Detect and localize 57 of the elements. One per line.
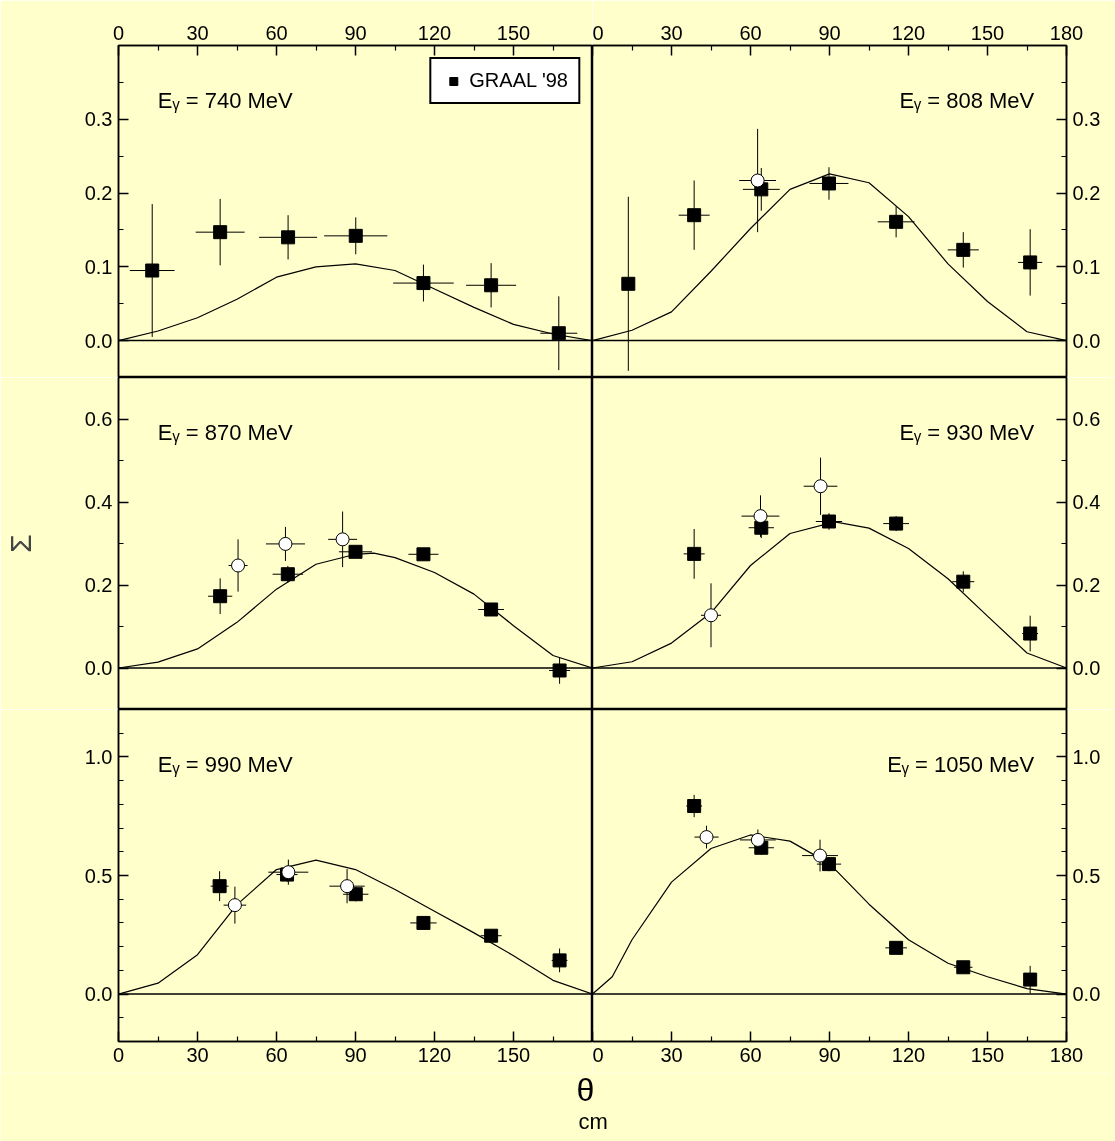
x-tick-label: 90 <box>818 21 841 44</box>
x-tick-label: 180 <box>1049 21 1084 44</box>
x-tick-label: 60 <box>739 1043 762 1066</box>
legend-label: GRAAL '98 <box>469 69 568 92</box>
x-tick-label: 150 <box>970 21 1005 44</box>
y-tick-label: 0.0 <box>1072 983 1101 1006</box>
y-tick-label: 0.3 <box>84 108 113 131</box>
y-tick-label: 0.1 <box>1072 255 1101 278</box>
x-tick-label: 60 <box>265 1043 288 1066</box>
x-tick-label: 30 <box>660 21 683 44</box>
y-tick-label: 0.6 <box>1072 408 1101 430</box>
x-tick-label: 120 <box>417 21 452 44</box>
y-tick-label: 0.0 <box>84 657 113 679</box>
y-tick-label: 0.1 <box>84 255 113 278</box>
annotation: Eᵧ = 1050 MeV <box>887 751 1035 777</box>
y-tick-label: 0.5 <box>84 864 113 887</box>
x-tick-label: 0 <box>592 1043 604 1066</box>
annotation: Eᵧ = 990 MeV <box>157 751 294 777</box>
x-tick-label: 30 <box>186 21 209 44</box>
x-tick-label: 0 <box>112 21 125 44</box>
x-tick-label: 90 <box>344 21 367 44</box>
x-tick-label: 90 <box>818 1043 841 1066</box>
y-tick-label: 0.4 <box>84 491 113 513</box>
annotation: Eᵧ = 808 MeV <box>899 87 1035 113</box>
x-tick-label: 0 <box>112 1043 125 1066</box>
y-tick-label: 0.2 <box>84 182 113 205</box>
y-tick-label: 0.0 <box>1072 329 1101 352</box>
x-tick-label: 120 <box>891 1043 926 1066</box>
y-tick-label: 0.0 <box>1072 657 1101 679</box>
y-tick-label: 0.2 <box>1072 182 1101 205</box>
annotation: Eᵧ = 930 MeV <box>899 419 1035 445</box>
x-tick-label: 90 <box>344 1043 367 1066</box>
y-tick-label: 0.4 <box>1072 491 1101 513</box>
y-tick-label: 0.2 <box>1072 574 1101 596</box>
x-tick-label: 150 <box>496 21 531 44</box>
y-tick-label: 1.0 <box>84 745 113 768</box>
x-tick-label: 30 <box>186 1043 209 1066</box>
y-tick-label: 0.0 <box>84 329 113 352</box>
y-tick-label: 0.3 <box>1072 108 1101 131</box>
y-axis-title: Σ <box>3 534 37 553</box>
x-tick-label: 30 <box>660 1043 683 1066</box>
x-tick-label: 60 <box>739 21 762 44</box>
x-tick-label: 120 <box>417 1043 452 1066</box>
x-tick-label: 60 <box>265 21 288 44</box>
annotation: Eᵧ = 870 MeV <box>157 419 294 445</box>
x-tick-label: 120 <box>891 21 926 44</box>
x-tick-label: 180 <box>1049 1043 1084 1066</box>
x-tick-label: 150 <box>496 1043 531 1066</box>
y-tick-label: 0.0 <box>84 983 113 1006</box>
x-tick-label: 150 <box>970 1043 1005 1066</box>
y-tick-label: 0.2 <box>84 574 113 596</box>
y-tick-label: 0.5 <box>1072 864 1101 887</box>
x-axis-title: θcm <box>576 1071 608 1134</box>
y-tick-label: 0.6 <box>84 408 113 430</box>
annotation: Eᵧ = 740 MeV <box>157 87 294 113</box>
x-tick-label: 0 <box>592 21 604 44</box>
y-tick-label: 1.0 <box>1072 745 1101 768</box>
